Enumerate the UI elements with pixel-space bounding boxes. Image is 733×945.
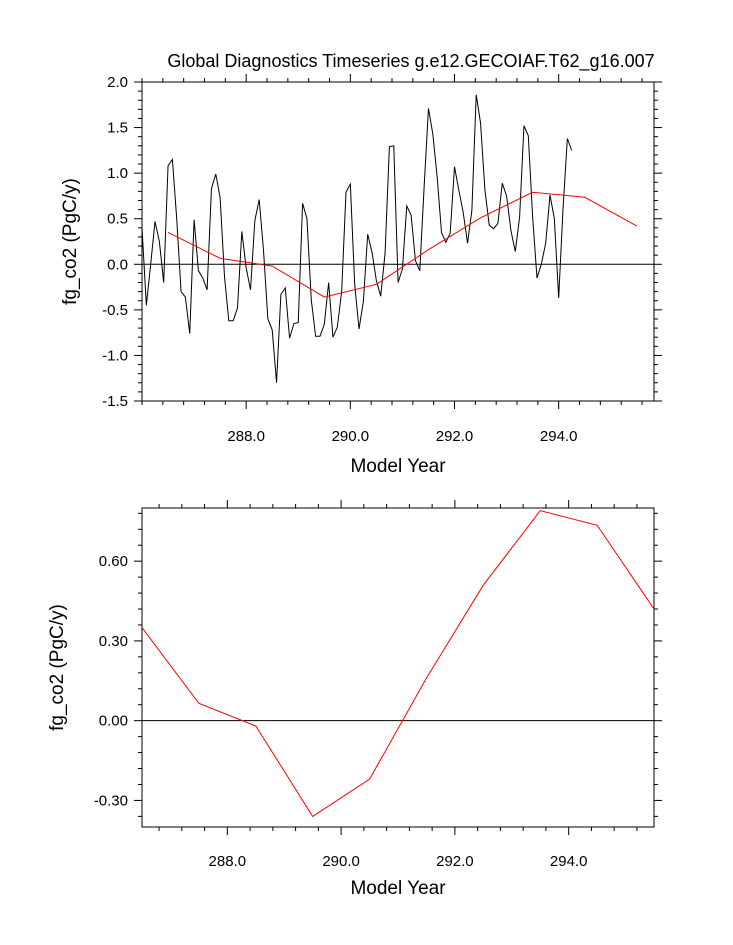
y-tick-label: 1.0 bbox=[107, 165, 128, 182]
y-tick-label: 0.60 bbox=[99, 553, 128, 570]
y-tick-label: 1.5 bbox=[107, 120, 128, 137]
x-tick-label: 294.0 bbox=[540, 428, 578, 445]
y-tick-label: 0.0 bbox=[107, 256, 128, 273]
x-tick-label: 288.0 bbox=[209, 853, 247, 870]
plot-frame bbox=[141, 81, 655, 402]
x-tick-label: 294.0 bbox=[550, 853, 588, 870]
x-tick-label: 292.0 bbox=[436, 853, 474, 870]
y-tick-label: 0.5 bbox=[107, 211, 128, 228]
x-tick-label: 288.0 bbox=[227, 428, 265, 445]
y-axis-label: fg_co2 (PgC/y) bbox=[60, 178, 81, 305]
y-tick-label: -0.5 bbox=[102, 302, 128, 319]
x-tick-label: 290.0 bbox=[322, 853, 360, 870]
y-tick-label: 0.30 bbox=[99, 633, 128, 650]
x-axis-label: Model Year bbox=[350, 456, 446, 477]
y-tick-label: -0.30 bbox=[94, 792, 128, 809]
x-axis-label: Model Year bbox=[350, 878, 446, 899]
y-tick-label: 0.00 bbox=[99, 713, 128, 730]
series-line-annual-mean bbox=[167, 191, 638, 298]
chart-title: Global Diagnostics Timeseries g.e12.GECO… bbox=[167, 51, 654, 72]
y-tick-label: 2.0 bbox=[107, 74, 128, 91]
x-tick-label: 292.0 bbox=[436, 428, 474, 445]
series-line-annual-mean bbox=[142, 510, 654, 818]
series-line-monthly bbox=[142, 94, 573, 383]
series-annual-mean bbox=[167, 191, 638, 298]
y-tick-label: -1.0 bbox=[102, 347, 128, 364]
plot-frame bbox=[141, 507, 655, 828]
x-tick-label: 290.0 bbox=[332, 428, 370, 445]
y-tick-label: -1.5 bbox=[102, 393, 128, 410]
timeseries-panel-annual: 288.0 290.0 292.0 294.0 -0.30 0.00 0.30 0.60 Mod… bbox=[47, 500, 662, 899]
series-monthly bbox=[142, 94, 573, 383]
y-axis-label: fg_co2 (PgC/y) bbox=[47, 604, 68, 731]
timeseries-panel-monthly: 288.0 290.0 292.0 294.0 -1.5 -1.0 -0.5 0.0 0.5 1.… bbox=[60, 51, 662, 477]
series-annual-mean bbox=[142, 510, 654, 818]
